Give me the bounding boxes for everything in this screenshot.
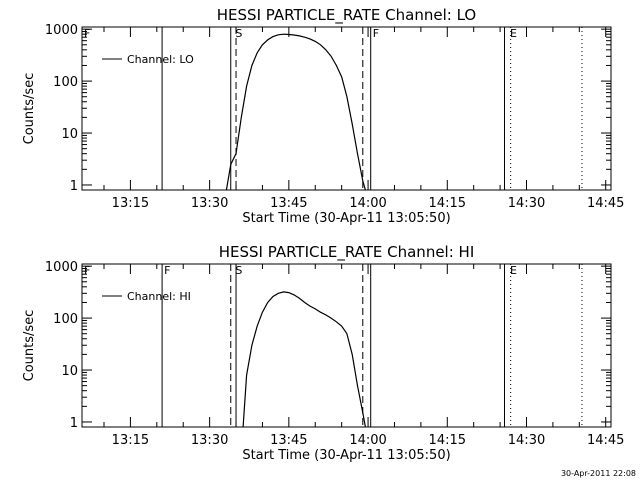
chart-title: HESSI PARTICLE_RATE Channel: HI xyxy=(219,243,475,262)
legend-label: Channel: LO xyxy=(127,53,194,66)
y-tick-label: 10 xyxy=(61,127,78,142)
x-tick-label: 14:00 xyxy=(349,433,386,448)
y-tick-label: 1 xyxy=(70,179,78,194)
footer-timestamp: 30-Apr-2011 22:08 xyxy=(561,469,636,478)
series-line xyxy=(242,291,366,428)
chart-title: HESSI PARTICLE_RATE Channel: LO xyxy=(217,6,476,25)
x-tick-label: 13:45 xyxy=(270,196,307,211)
x-axis-title: Start Time (30-Apr-11 13:05:50) xyxy=(242,448,450,463)
y-tick-label: 100 xyxy=(53,312,78,327)
marker-letter: E xyxy=(510,264,517,277)
marker-letter: S xyxy=(235,264,242,277)
y-axis-title: Counts/sec xyxy=(22,310,37,382)
y-tick-label: 1000 xyxy=(45,260,78,275)
plot-frame xyxy=(81,26,612,191)
x-tick-label: 13:45 xyxy=(270,433,307,448)
x-tick-label: 14:15 xyxy=(429,433,466,448)
marker-letter: F xyxy=(84,27,90,40)
x-tick-label: 14:45 xyxy=(587,433,624,448)
y-tick-label: 1 xyxy=(70,416,78,431)
marker-letter: S xyxy=(235,27,242,40)
plot-frame xyxy=(81,263,612,428)
x-tick-label: 14:30 xyxy=(508,196,545,211)
marker-letter: E xyxy=(510,27,517,40)
x-axis-title: Start Time (30-Apr-11 13:05:50) xyxy=(242,211,450,226)
y-tick-label: 10 xyxy=(61,364,78,379)
x-tick-label: 14:15 xyxy=(429,196,466,211)
y-tick-label: 1000 xyxy=(45,23,78,38)
x-tick-label: 13:30 xyxy=(191,196,228,211)
x-tick-label: 14:30 xyxy=(508,433,545,448)
x-tick-label: 13:30 xyxy=(191,433,228,448)
marker-letter: F xyxy=(373,27,379,40)
x-tick-label: 14:00 xyxy=(349,196,386,211)
series-line xyxy=(225,33,366,191)
x-tick-label: 13:15 xyxy=(112,196,149,211)
y-axis-title: Counts/sec xyxy=(22,73,37,145)
x-tick-label: 14:45 xyxy=(587,196,624,211)
marker-letter: F xyxy=(84,264,90,277)
marker-letter: F xyxy=(164,264,170,277)
y-tick-label: 100 xyxy=(53,75,78,90)
legend-label: Channel: HI xyxy=(127,290,191,303)
x-tick-label: 13:15 xyxy=(112,433,149,448)
